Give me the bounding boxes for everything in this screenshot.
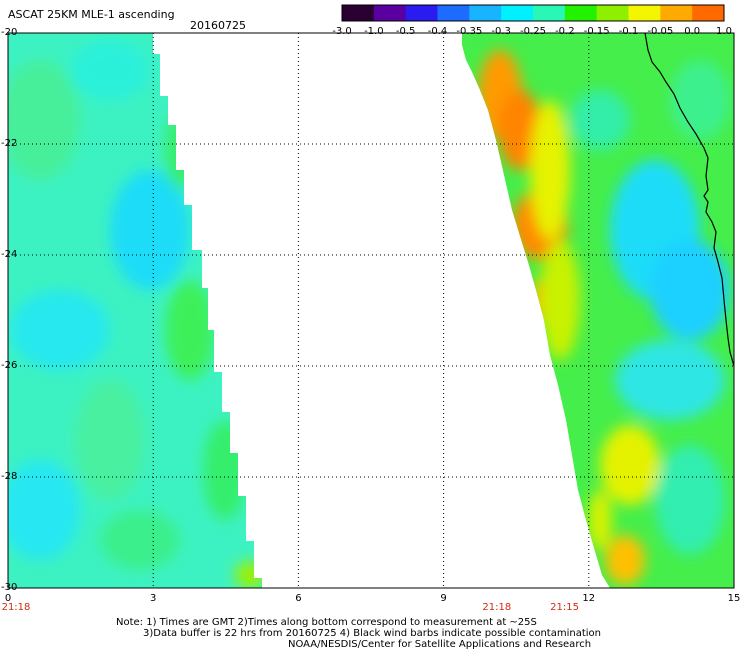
colorbar-swatch [533, 5, 566, 21]
y-tick-label: -22 [1, 138, 18, 149]
colorbar-label: -0.35 [456, 26, 483, 37]
colorbar-swatch [660, 5, 693, 21]
y-tick-label: -24 [1, 249, 18, 260]
colorbar-label: -0.1 [618, 26, 639, 37]
colorbar-swatch [596, 5, 629, 21]
colorbar-swatch [628, 5, 661, 21]
colorbar-swatch [469, 5, 502, 21]
x-tick-label: 9 [440, 593, 447, 604]
x-tick-label: 12 [582, 593, 596, 604]
colorbar-swatch [692, 5, 725, 21]
colorbar-label: -0.2 [555, 26, 575, 37]
colorbar-frame [341, 4, 725, 22]
colorbar-label: 1.0 [716, 26, 732, 37]
x-tick-label: 15 [727, 593, 740, 604]
y-tick-label: -20 [1, 27, 18, 38]
time-label: 21:15 [550, 602, 580, 613]
time-label: 21:18 [482, 602, 512, 613]
note-line-1: Note: 1) Times are GMT 2)Times along bot… [116, 617, 537, 628]
right-swath [462, 33, 734, 588]
colorbar [341, 4, 725, 22]
note-line-2: 3)Data buffer is 22 hrs from 20160725 4)… [143, 628, 601, 639]
colorbar-swatch [405, 5, 438, 21]
y-tick-label: -30 [1, 582, 18, 593]
colorbar-label: 0.0 [684, 26, 701, 37]
y-tick-label: -28 [1, 471, 18, 482]
colorbar-label: -0.4 [427, 26, 448, 37]
y-tick-label: -26 [1, 360, 18, 371]
x-tick-label: 3 [150, 593, 157, 604]
colorbar-swatch [342, 5, 375, 21]
coastline [644, 33, 734, 367]
colorbar-label: -0.5 [395, 26, 416, 37]
plot-frame [7, 32, 735, 589]
colorbar-label: -3.0 [332, 26, 352, 37]
left-swath [8, 33, 262, 588]
colorbar-swatch [373, 5, 407, 21]
colorbar-label: -1.0 [364, 26, 384, 37]
colorbar-label: -0.25 [520, 26, 546, 37]
note-line-3: NOAA/NESDIS/Center for Satellite Applica… [288, 639, 592, 650]
colorbar-label: -0.3 [491, 26, 511, 37]
colorbar-swatch [564, 5, 598, 21]
time-label: 21:18 [1, 602, 31, 613]
x-tick-label: 6 [295, 593, 302, 604]
map-date: 20160725 [190, 19, 246, 32]
x-tick-label: 0 [4, 593, 12, 604]
colorbar-label: -0.15 [583, 26, 610, 37]
colorbar-label: -0.05 [647, 26, 674, 37]
map-title: ASCAT 25KM MLE-1 ascending [8, 8, 175, 21]
colorbar-swatch [437, 5, 470, 21]
colorbar-swatch [501, 5, 534, 21]
